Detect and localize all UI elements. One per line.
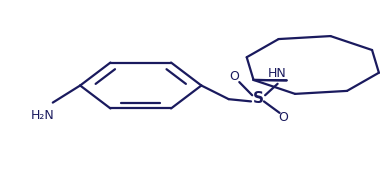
Text: S: S (253, 91, 264, 106)
Text: O: O (230, 70, 240, 83)
Text: HN: HN (268, 67, 287, 80)
Text: H₂N: H₂N (31, 109, 55, 122)
Text: O: O (278, 111, 289, 124)
